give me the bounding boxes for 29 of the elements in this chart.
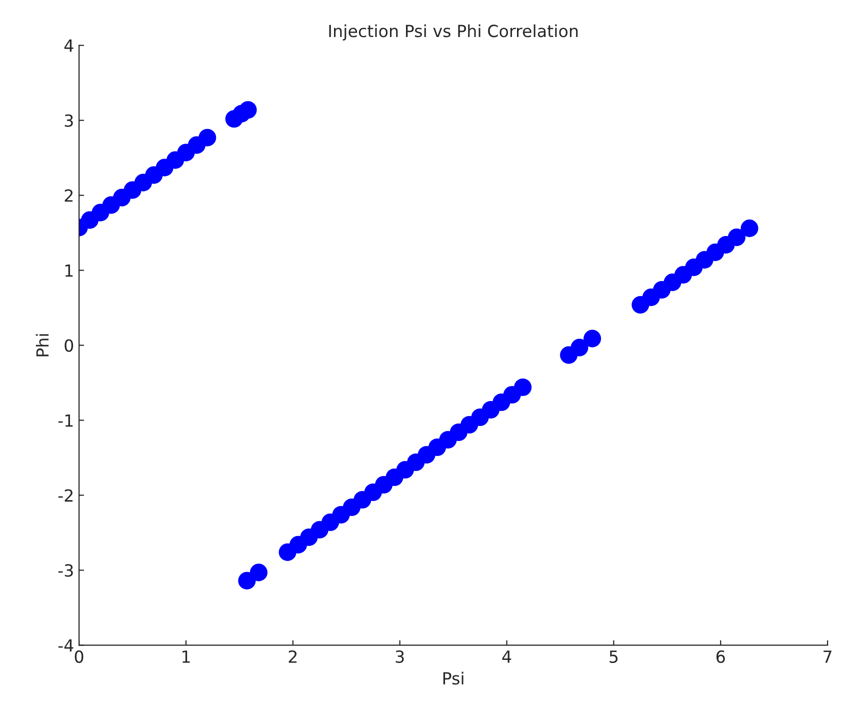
y-tick-label: -4 [58, 639, 74, 652]
x-tick-label: 6 [716, 650, 725, 663]
point [570, 338, 588, 356]
y-tick-label: 3 [64, 114, 73, 127]
y-tick-label: 0 [64, 339, 74, 352]
y-tick-label: -1 [58, 414, 73, 427]
point [728, 228, 746, 246]
x-tick-label: 5 [610, 650, 618, 663]
y-tick-label: 1 [65, 264, 73, 277]
x-tick-label: 1 [182, 650, 190, 663]
point [740, 220, 758, 238]
x-axis-title: Psi [443, 672, 464, 685]
x-tick-label: 3 [396, 650, 404, 663]
point [514, 378, 532, 396]
y-tick-label: -3 [58, 564, 73, 577]
point [198, 128, 216, 146]
x-tick-label: 4 [502, 650, 512, 663]
x-tick-label: 2 [288, 650, 297, 663]
point [239, 101, 257, 119]
y-axis-title: Phi [36, 334, 49, 356]
y-tick-label: -2 [58, 489, 73, 502]
point [250, 564, 268, 582]
point [584, 330, 602, 348]
y-tick-label: 2 [64, 189, 73, 202]
y-tick-label: 4 [64, 40, 74, 52]
chart-title: Injection Psi vs Phi Correlation [329, 24, 578, 41]
point [238, 572, 256, 590]
x-tick-label: 7 [824, 650, 832, 663]
x-tick-label: 0 [74, 650, 84, 663]
